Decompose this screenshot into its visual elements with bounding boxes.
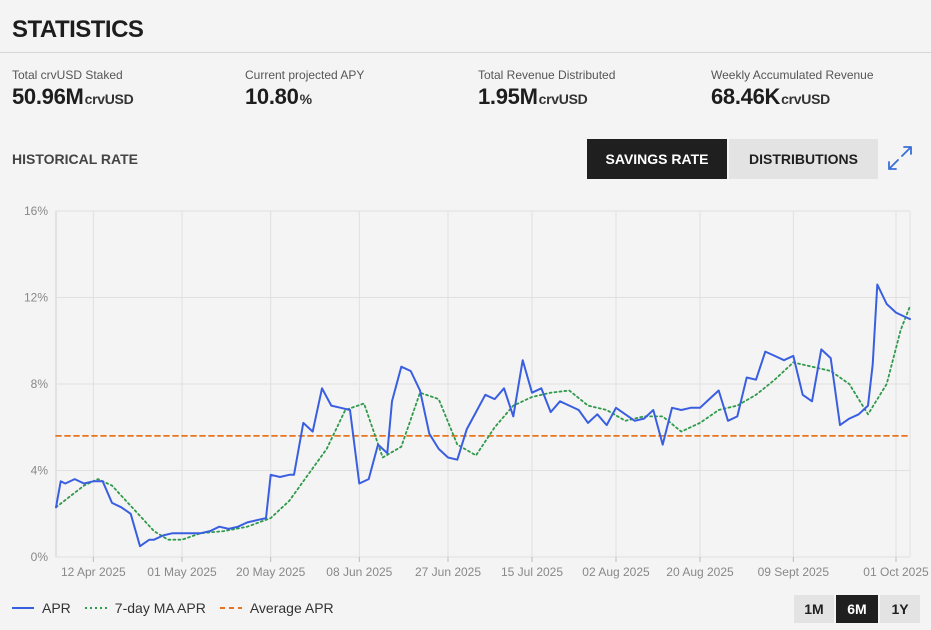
stat-value: 68.46KcrvUSD (711, 84, 874, 110)
stat-number: 68.46K (711, 84, 781, 109)
x-tick-label: 12 Apr 2025 (61, 565, 126, 579)
stat-number: 10.80 (245, 84, 299, 109)
title-divider (0, 52, 931, 53)
stat-unit: crvUSD (84, 91, 134, 107)
x-tick-label: 02 Aug 2025 (582, 565, 650, 579)
legend-label: APR (42, 600, 71, 616)
x-tick-label: 15 Jul 2025 (501, 565, 563, 579)
y-tick-label: 4% (31, 464, 49, 478)
legend-swatch-apr (12, 607, 34, 609)
stat-unit: crvUSD (781, 91, 830, 107)
legend-swatch-ma (84, 607, 107, 609)
x-tick-label: 09 Sept 2025 (758, 565, 830, 579)
tab-savings-rate[interactable]: SAVINGS RATE (587, 139, 727, 179)
x-tick-label: 20 Aug 2025 (666, 565, 734, 579)
x-tick-label: 27 Jun 2025 (415, 565, 481, 579)
stat-unit: crvUSD (538, 91, 588, 107)
legend-item-avg: Average APR (219, 600, 334, 616)
stat-weekly-revenue: Weekly Accumulated Revenue 68.46KcrvUSD (711, 68, 874, 110)
rate-chart: 0% 4% 8% 12% 16% 12 Apr 2025 01 May 2025 20 Ma… (24, 204, 929, 579)
stat-value: 10.80% (245, 84, 364, 110)
stat-value: 50.96McrvUSD (12, 84, 134, 110)
y-tick-label: 12% (24, 291, 48, 305)
page-title: STATISTICS (12, 16, 144, 43)
stat-label: Total crvUSD Staked (12, 68, 123, 82)
x-tick-label: 08 Jun 2025 (326, 565, 392, 579)
stat-value: 1.95McrvUSD (478, 84, 615, 110)
expand-arrows-icon[interactable] (886, 144, 914, 172)
stat-label: Weekly Accumulated Revenue (711, 68, 874, 82)
legend-swatch-avg (219, 607, 242, 609)
ma-apr-line (55, 305, 911, 541)
range-button-1y[interactable]: 1Y (880, 595, 920, 623)
range-button-1m[interactable]: 1M (794, 595, 834, 623)
chart-legend: APR 7-day MA APR Average APR (12, 600, 348, 616)
apr-line (55, 283, 911, 548)
stat-unit: % (299, 91, 312, 107)
stat-label: Current projected APY (245, 68, 365, 82)
range-button-6m[interactable]: 6M (836, 595, 878, 623)
legend-item-ma: 7-day MA APR (84, 600, 206, 616)
y-tick-label: 8% (31, 377, 49, 391)
stat-number: 1.95M (478, 84, 538, 109)
stat-label: Total Revenue Distributed (478, 68, 616, 82)
tab-distributions[interactable]: DISTRIBUTIONS (729, 139, 878, 179)
y-tick-label: 16% (24, 204, 48, 218)
stat-projected-apy: Current projected APY 10.80% (245, 68, 364, 110)
stat-number: 50.96M (12, 84, 84, 109)
x-tick-label: 01 Oct 2025 (863, 565, 929, 579)
x-tick-label: 20 May 2025 (236, 565, 306, 579)
y-tick-label: 0% (31, 550, 49, 564)
legend-label: Average APR (249, 600, 334, 616)
legend-label: 7-day MA APR (114, 600, 206, 616)
legend-item-apr: APR (12, 600, 71, 616)
section-title: HISTORICAL RATE (12, 151, 139, 167)
stat-total-staked: Total crvUSD Staked 50.96McrvUSD (12, 68, 134, 110)
stat-total-revenue: Total Revenue Distributed 1.95McrvUSD (478, 68, 615, 110)
x-tick-label: 01 May 2025 (147, 565, 217, 579)
